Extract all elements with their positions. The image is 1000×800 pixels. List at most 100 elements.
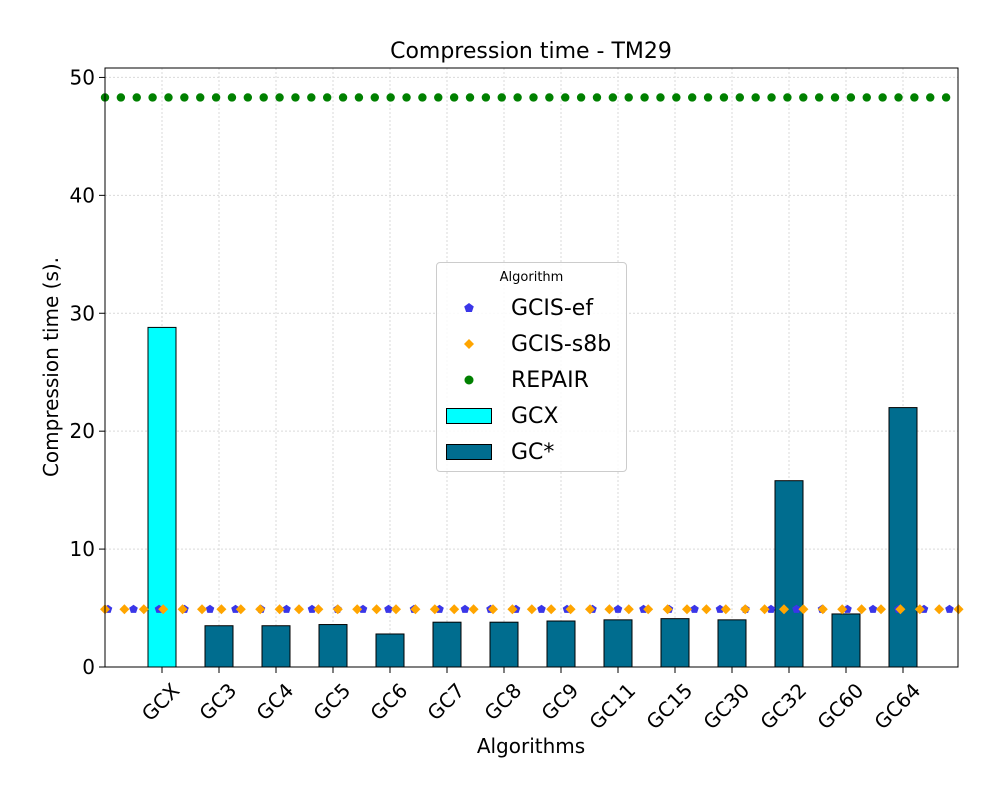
repair-marker <box>576 93 586 102</box>
repair-marker <box>449 93 459 102</box>
repair-marker <box>418 93 427 102</box>
repair-marker <box>767 93 776 102</box>
gcis-s8b-marker <box>507 604 518 615</box>
chart-title: Compression time - TM29 <box>390 39 672 64</box>
bar-gc64 <box>888 407 918 668</box>
repair-marker <box>814 93 824 102</box>
bar-swatch-icon <box>445 406 493 426</box>
repair-marker <box>926 93 935 102</box>
gcis-ef-marker <box>460 604 470 613</box>
repair-marker <box>592 93 602 102</box>
gcis-ef-marker <box>307 604 317 613</box>
repair-marker <box>640 93 649 102</box>
gcis-s8b-marker <box>720 604 731 615</box>
repair-marker <box>354 93 364 102</box>
gcis-s8b-marker <box>585 604 595 615</box>
repair-marker <box>703 93 713 102</box>
x-tick-label: GC5 <box>308 678 355 725</box>
x-tick-label: GC8 <box>479 678 526 725</box>
gcis-s8b-marker <box>449 604 460 615</box>
repair-marker <box>148 93 157 102</box>
legend-label: GCIS-s8b <box>511 331 612 357</box>
x-tick-label: GC60 <box>812 678 868 734</box>
repair-marker <box>259 93 268 102</box>
repair-marker <box>561 93 570 102</box>
repair-marker <box>196 93 205 102</box>
bar-gc3 <box>204 625 234 668</box>
bar-gc11 <box>603 619 633 668</box>
x-tick-label: GC7 <box>422 678 469 725</box>
legend-title: Algorithm <box>499 270 564 285</box>
repair-marker <box>894 93 903 102</box>
gcis-s8b-marker <box>701 604 712 615</box>
gcis-ef-marker <box>205 604 215 613</box>
y-tick-label: 30 <box>70 301 95 325</box>
legend-item-gcx: GCX <box>445 399 558 433</box>
gcis-s8b-marker <box>934 604 945 615</box>
repair-marker <box>719 93 729 102</box>
x-tick-label: GC30 <box>698 678 754 734</box>
legend-item-gc-star: GC* <box>445 435 554 469</box>
repair-marker <box>291 93 300 102</box>
legend-label: REPAIR <box>511 367 589 393</box>
gcis-s8b-marker <box>352 604 363 615</box>
y-axis-label: Compression time (s). <box>39 257 63 477</box>
gcis-ef-marker <box>690 604 699 613</box>
gcis-s8b-marker <box>197 604 207 615</box>
gcis-s8b-marker <box>798 604 809 615</box>
repair-marker <box>545 93 554 102</box>
gcis-s8b-marker <box>914 604 925 615</box>
repair-marker <box>307 93 316 102</box>
repair-marker <box>227 93 237 102</box>
gcis-s8b-marker <box>565 604 576 615</box>
repair-marker <box>656 93 665 102</box>
repair-marker <box>497 93 506 102</box>
gcis-s8b-marker <box>119 604 130 615</box>
x-tick-label: GC9 <box>536 678 583 725</box>
gcis-s8b-marker <box>216 604 227 615</box>
gcis-s8b-marker <box>255 604 266 615</box>
gcis-s8b-marker <box>740 604 751 615</box>
gcis-ef-marker <box>945 604 954 613</box>
repair-marker <box>322 93 332 102</box>
gcis-s8b-marker <box>294 604 304 615</box>
gcis-s8b-marker <box>643 604 654 615</box>
legend-label: GCX <box>511 403 559 429</box>
gcis-ef-marker <box>282 604 291 613</box>
repair-marker <box>687 93 697 102</box>
gcis-ef-marker <box>384 604 393 613</box>
bar-gc15 <box>660 618 690 668</box>
bar-gc8 <box>489 621 519 668</box>
gcis-s8b-marker <box>682 604 692 615</box>
gcis-s8b-marker <box>604 604 615 615</box>
gcis-s8b-marker <box>138 604 149 615</box>
repair-marker <box>529 93 538 102</box>
repair-marker <box>513 93 522 102</box>
x-tick-label: GC32 <box>755 678 811 734</box>
gcis-s8b-marker <box>235 604 246 615</box>
bar-gc7 <box>432 621 462 668</box>
gcis-s8b-marker <box>177 604 188 615</box>
bar-gc30 <box>717 619 747 668</box>
gcis-s8b-marker <box>410 604 421 615</box>
y-tick-label: 40 <box>70 183 95 207</box>
x-tick-label: GC64 <box>869 678 925 734</box>
legend: Algorithm GCIS-ef GCIS-s8b REPAIR GCX GC… <box>436 262 627 472</box>
y-tick-label: 20 <box>70 419 95 443</box>
x-tick-label: GC11 <box>584 678 640 734</box>
repair-marker <box>799 93 808 102</box>
repair-marker <box>751 93 760 102</box>
reference-markers <box>100 93 964 615</box>
gcis-s8b-marker <box>468 604 479 615</box>
repair-marker <box>672 93 681 102</box>
legend-item-repair: REPAIR <box>445 363 589 397</box>
repair-marker <box>465 93 475 102</box>
x-tick-label: GC6 <box>365 678 412 725</box>
gcis-ef-marker <box>613 604 623 613</box>
gcis-s8b-marker <box>546 604 557 615</box>
gcis-s8b-marker <box>817 604 828 615</box>
x-tick-label: GC3 <box>194 678 241 725</box>
y-tick-label: 50 <box>70 65 95 89</box>
repair-marker <box>910 93 919 102</box>
